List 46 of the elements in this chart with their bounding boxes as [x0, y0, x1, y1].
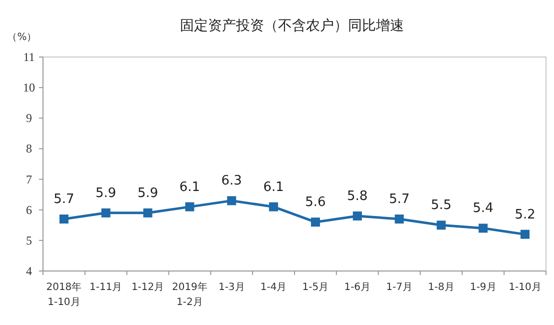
x-tick-label: 1-12月: [131, 282, 164, 293]
x-tick-label: 2018年 1-10月: [46, 281, 82, 308]
data-label: 5.9: [137, 186, 158, 201]
point: [101, 208, 110, 218]
point: [352, 211, 362, 220]
data-label: 5.5: [430, 198, 452, 214]
data-label: 5.7: [388, 192, 410, 208]
x-tick-label: 2019年 1-2月: [172, 281, 208, 308]
y-tick-label: 6: [26, 202, 32, 217]
x-tick-label: 1-6月: [344, 282, 371, 293]
point: [227, 196, 236, 206]
x-tick-label: 1-3月: [218, 282, 245, 293]
point: [143, 208, 152, 218]
data-label: 6.1: [263, 180, 284, 195]
x-tick-label: 1-11月: [90, 282, 122, 293]
y-tick-label: 10: [23, 80, 35, 95]
x-tick-label: 1-8月: [428, 282, 454, 293]
data-label: 5.8: [347, 188, 368, 204]
data-label: 5.7: [54, 192, 74, 208]
point: [185, 202, 194, 212]
x-tick-label: 1-7月: [386, 282, 412, 293]
point: [394, 214, 404, 224]
point: [478, 224, 488, 233]
point: [59, 214, 68, 224]
point: [310, 218, 320, 227]
y-tick-label: 9: [26, 111, 32, 126]
x-tick-label: 1-9月: [470, 282, 496, 293]
data-label: 5.4: [472, 201, 494, 216]
chart-title: 固定资产投资（不含农户）同比增速: [180, 18, 404, 34]
point: [269, 202, 278, 212]
point: [520, 230, 530, 239]
y-tick-label: 8: [26, 142, 32, 156]
y-tick-label: 4: [26, 264, 32, 278]
y-tick-label: 11: [23, 50, 35, 64]
data-label: 5.9: [96, 186, 116, 201]
data-label: 6.3: [221, 174, 242, 189]
data-label: 6.1: [179, 180, 200, 195]
point: [436, 220, 446, 230]
y-axis-title: （%）: [7, 32, 37, 43]
y-tick-label: 7: [26, 172, 32, 186]
data-label: 5.2: [514, 207, 536, 222]
x-tick-label: 1-10月: [508, 282, 542, 293]
x-tick-label: 1-5月: [302, 282, 329, 293]
data-label: 5.6: [305, 195, 326, 210]
x-tick-label: 1-4月: [260, 282, 287, 293]
y-tick-label: 5: [26, 233, 32, 248]
